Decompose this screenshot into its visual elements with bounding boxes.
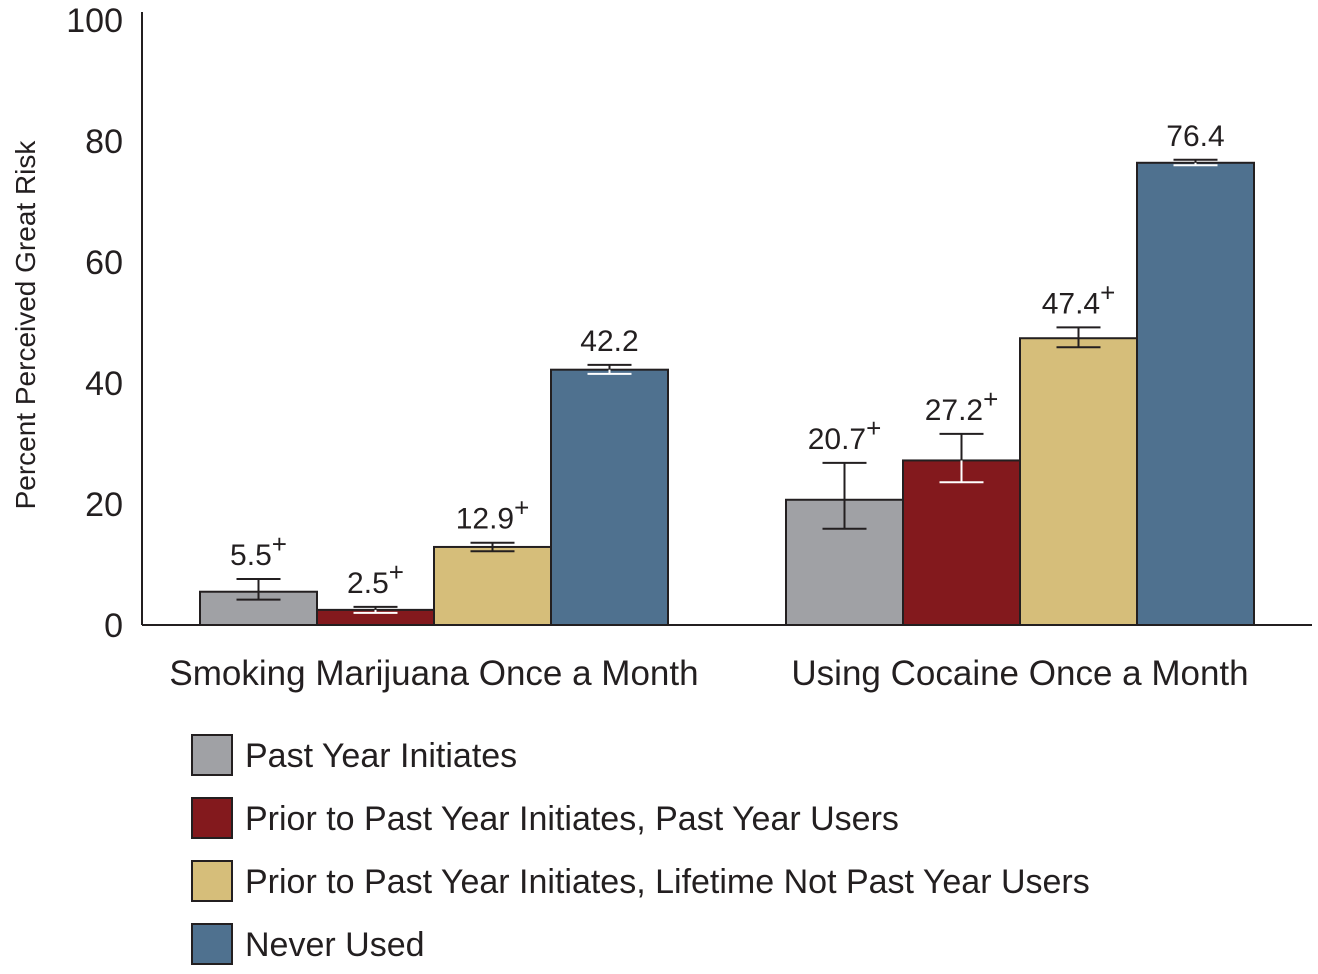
legend-label: Past Year Initiates [245, 737, 517, 775]
data-label: 20.7+ [808, 413, 882, 456]
data-label: 12.9+ [456, 493, 530, 536]
error-bar [353, 605, 398, 614]
significance-marker: + [1100, 277, 1115, 307]
legend-label: Prior to Past Year Initiates, Past Year … [245, 800, 899, 838]
y-tick-label: 0 [104, 607, 123, 645]
data-label: 76.4 [1166, 120, 1224, 153]
significance-marker: + [983, 384, 998, 414]
legend-swatch [191, 734, 233, 776]
y-axis-title: Percent Perceived Great Risk [10, 140, 41, 510]
category-labels: Smoking Marijuana Once a Month Using Coca… [169, 654, 1248, 693]
data-label: 47.4+ [1042, 277, 1116, 320]
error-bar [1173, 158, 1218, 167]
legend-item: Never Used [191, 923, 425, 965]
legend-item: Past Year Initiates [191, 734, 517, 776]
y-tick-label: 80 [85, 123, 123, 161]
error-bar [236, 578, 281, 601]
error-bars [236, 158, 1218, 614]
significance-marker: + [272, 529, 287, 559]
data-label: 5.5+ [230, 529, 287, 572]
legend-item: Prior to Past Year Initiates, Past Year … [191, 797, 899, 839]
category-label: Using Cocaine Once a Month [791, 654, 1248, 693]
category-label: Smoking Marijuana Once a Month [169, 654, 698, 693]
error-bar [822, 461, 867, 530]
bar [199, 590, 318, 626]
bar [433, 545, 552, 627]
y-tick-label: 60 [85, 244, 123, 282]
significance-marker: + [389, 557, 404, 587]
data-label: 27.2+ [925, 384, 999, 427]
bar [1019, 337, 1138, 626]
significance-marker: + [514, 493, 529, 523]
error-bar [587, 363, 632, 375]
legend-swatch [191, 923, 233, 965]
legend-swatch [191, 860, 233, 902]
legend-swatch [191, 797, 233, 839]
y-tick-label: 100 [66, 2, 123, 40]
bar [550, 368, 669, 626]
bar [1136, 161, 1255, 626]
significance-marker: + [866, 413, 881, 443]
error-bar [939, 432, 984, 484]
bar [902, 459, 1021, 626]
error-bar [1056, 326, 1101, 349]
legend-item: Prior to Past Year Initiates, Lifetime N… [191, 860, 1090, 902]
bars [199, 161, 1255, 627]
legend: Past Year Initiates Prior to Past Year In… [191, 734, 1090, 965]
legend-label: Never Used [245, 926, 425, 964]
legend-label: Prior to Past Year Initiates, Lifetime N… [245, 863, 1090, 901]
data-label: 2.5+ [347, 557, 404, 600]
error-bar [470, 541, 515, 553]
data-label: 42.2 [580, 325, 638, 358]
y-tick-label: 40 [85, 365, 123, 403]
y-tick-label: 20 [85, 486, 123, 524]
